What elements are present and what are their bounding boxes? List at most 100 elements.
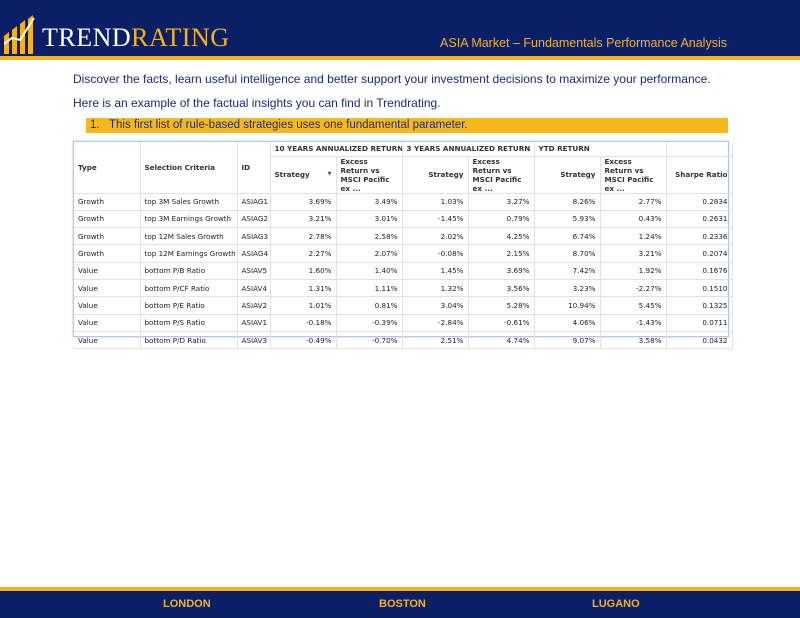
cell-3y-excess: 4.74% bbox=[468, 331, 535, 350]
cell-10y-excess: -0.39% bbox=[336, 314, 403, 332]
cell-sharpe: 0.0432 bbox=[666, 331, 733, 350]
cell-ytd-excess: 1.92% bbox=[600, 262, 667, 280]
cell-3y-strategy: -0.08% bbox=[402, 244, 469, 263]
group-header-ytd: YTD RETURN bbox=[534, 142, 667, 157]
cell-id: ASIAV3 bbox=[237, 331, 271, 350]
table-row[interactable]: Growth top 12M Sales Growth ASIAG3 2.78%… bbox=[74, 227, 733, 246]
cell-type: Growth bbox=[74, 244, 141, 263]
table-row[interactable]: Growth top 3M Sales Growth ASIAG1 3.69% … bbox=[74, 193, 733, 211]
cell-sharpe: 0.2336 bbox=[666, 227, 733, 246]
cell-10y-excess: 2.07% bbox=[336, 244, 403, 263]
column-header-type[interactable]: Type bbox=[74, 142, 141, 194]
logo-wordmark: TRENDRATING bbox=[42, 25, 230, 54]
cell-3y-strategy: 3.04% bbox=[402, 296, 469, 315]
cell-criteria: top 3M Sales Growth bbox=[140, 193, 238, 211]
group-header-3y: 3 YEARS ANNUALIZED RETURN bbox=[402, 142, 535, 157]
cell-10y-excess: 3.49% bbox=[336, 193, 403, 211]
cell-3y-strategy: 1.32% bbox=[402, 279, 469, 298]
footer-city-boston: BOSTON bbox=[379, 598, 426, 610]
3y-excess-line2: MSCI Pacific ex ... bbox=[472, 174, 522, 193]
cell-10y-strategy: -0.49% bbox=[270, 331, 337, 350]
cell-ytd-excess: -2.27% bbox=[600, 279, 667, 298]
cell-3y-strategy: 1.03% bbox=[402, 193, 469, 211]
cell-criteria: bottom P/D Ratio bbox=[140, 331, 238, 350]
column-header-10y-excess[interactable]: Excess Return vs MSCI Pacific ex ... bbox=[336, 156, 403, 194]
cell-sharpe: 0.1510 bbox=[666, 279, 733, 298]
page-footer: LONDON BOSTON LUGANO bbox=[0, 591, 800, 618]
cell-type: Value bbox=[74, 314, 141, 332]
cell-ytd-strategy: 7.42% bbox=[534, 262, 601, 280]
group-header-empty bbox=[666, 142, 733, 157]
cell-10y-strategy: 1.31% bbox=[270, 279, 337, 298]
cell-3y-excess: 3.27% bbox=[468, 193, 535, 211]
cell-type: Growth bbox=[74, 193, 141, 211]
cell-ytd-excess: 3.21% bbox=[600, 244, 667, 263]
table-row[interactable]: Value bottom P/B Ratio ASIAV5 1.60% 1.40… bbox=[74, 262, 733, 280]
cell-ytd-strategy: 6.74% bbox=[534, 227, 601, 246]
table-row[interactable]: Growth top 3M Earnings Growth ASIAG2 3.2… bbox=[74, 210, 733, 229]
table-row[interactable]: Value bottom P/S Ratio ASIAV1 -0.18% -0.… bbox=[74, 314, 733, 332]
cell-10y-excess: 2.58% bbox=[336, 227, 403, 246]
table-row[interactable]: Value bottom P/E Ratio ASIAV2 1.01% 0.81… bbox=[74, 296, 733, 315]
cell-id: ASIAG4 bbox=[237, 244, 271, 263]
cell-ytd-strategy: 8.26% bbox=[534, 193, 601, 211]
strategies-table-container: Type Selection Criteria ID 10 YEARS ANNU… bbox=[73, 141, 733, 350]
cell-ytd-strategy: 5.93% bbox=[534, 210, 601, 229]
table-row[interactable]: Value bottom P/CF Ratio ASIAV4 1.31% 1.1… bbox=[74, 279, 733, 298]
column-header-ytd-strategy[interactable]: Strategy bbox=[534, 156, 601, 194]
cell-10y-strategy: 2.27% bbox=[270, 244, 337, 263]
cell-ytd-strategy: 8.70% bbox=[534, 244, 601, 263]
cell-3y-strategy: 2.02% bbox=[402, 227, 469, 246]
cell-criteria: bottom P/S Ratio bbox=[140, 314, 238, 332]
trendrating-logo: TRENDRATING bbox=[4, 10, 230, 54]
cell-10y-excess: 1.11% bbox=[336, 279, 403, 298]
table-row[interactable]: Value bottom P/D Ratio ASIAV3 -0.49% -0.… bbox=[74, 331, 733, 350]
cell-ytd-excess: 1.24% bbox=[600, 227, 667, 246]
cell-ytd-excess: 2.77% bbox=[600, 193, 667, 211]
page-header: TRENDRATING ASIA Market – Fundamentals P… bbox=[0, 0, 800, 56]
10y-excess-line2: MSCI Pacific ex ... bbox=[340, 174, 390, 193]
cell-criteria: bottom P/E Ratio bbox=[140, 296, 238, 315]
cell-3y-strategy: 1.45% bbox=[402, 262, 469, 280]
cell-3y-strategy: -1.45% bbox=[402, 210, 469, 229]
footer-accent-stripe bbox=[0, 587, 800, 591]
cell-10y-strategy: -0.18% bbox=[270, 314, 337, 332]
header-accent-stripe bbox=[0, 56, 800, 60]
cell-3y-excess: 0.79% bbox=[468, 210, 535, 229]
logo-rating-text: RATING bbox=[131, 23, 230, 52]
cell-id: ASIAG2 bbox=[237, 210, 271, 229]
cell-10y-strategy: 1.01% bbox=[270, 296, 337, 315]
cell-ytd-excess: -1.43% bbox=[600, 314, 667, 332]
cell-3y-strategy: -2.84% bbox=[402, 314, 469, 332]
table-row[interactable]: Growth top 12M Earnings Growth ASIAG4 2.… bbox=[74, 244, 733, 263]
column-header-3y-excess[interactable]: Excess Return vs MSCI Pacific ex ... bbox=[468, 156, 535, 194]
cell-10y-strategy: 3.69% bbox=[270, 193, 337, 211]
cell-type: Growth bbox=[74, 227, 141, 246]
cell-ytd-strategy: 4.06% bbox=[534, 314, 601, 332]
sort-descending-icon[interactable]: ▼ bbox=[327, 171, 332, 177]
cell-ytd-strategy: 3.23% bbox=[534, 279, 601, 298]
logo-trend-text: TREND bbox=[42, 23, 132, 52]
column-header-id[interactable]: ID bbox=[237, 142, 271, 194]
cell-id: ASIAV1 bbox=[237, 314, 271, 332]
cell-sharpe: 0.2631 bbox=[666, 210, 733, 229]
logo-bars-icon bbox=[4, 15, 35, 54]
cell-3y-excess: 4.25% bbox=[468, 227, 535, 246]
numbered-list-item: 1. This first list of rule-based strategi… bbox=[86, 118, 728, 133]
column-header-ytd-excess[interactable]: Excess Return vs MSCI Pacific ex ... bbox=[600, 156, 667, 194]
cell-sharpe: 0.1676 bbox=[666, 262, 733, 280]
column-header-criteria[interactable]: Selection Criteria bbox=[140, 142, 238, 194]
cell-ytd-excess: 3.58% bbox=[600, 331, 667, 350]
column-header-10y-strategy[interactable]: Strategy ▼ bbox=[270, 156, 337, 194]
cell-ytd-excess: 5.45% bbox=[600, 296, 667, 315]
cell-ytd-strategy: 10.94% bbox=[534, 296, 601, 315]
ytd-excess-line2: MSCI Pacific ex ... bbox=[604, 174, 654, 193]
intro-paragraph-1: Discover the facts, learn useful intelli… bbox=[73, 72, 711, 86]
table-body: Growth top 3M Sales Growth ASIAG1 3.69% … bbox=[74, 193, 733, 350]
column-header-3y-strategy[interactable]: Strategy bbox=[402, 156, 469, 194]
column-header-sharpe[interactable]: Sharpe Ratio bbox=[666, 156, 733, 194]
cell-criteria: top 3M Earnings Growth bbox=[140, 210, 238, 229]
cell-10y-excess: 3.01% bbox=[336, 210, 403, 229]
cell-criteria: bottom P/CF Ratio bbox=[140, 279, 238, 298]
cell-criteria: top 12M Sales Growth bbox=[140, 227, 238, 246]
